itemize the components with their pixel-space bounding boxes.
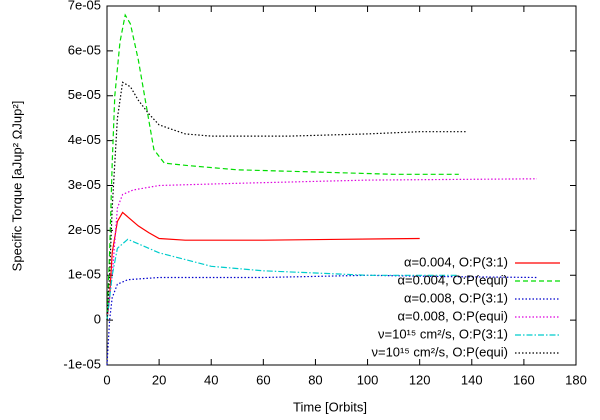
legend-label: α=0.004, O:P(3:1) (404, 254, 508, 269)
legend-label: ν=10¹⁵ cm²/s, O:P(equi) (371, 344, 508, 359)
x-tick-label: 60 (256, 372, 270, 387)
y-tick-label: 5e-05 (68, 87, 101, 102)
series-line (106, 178, 537, 321)
x-tick-label: 100 (357, 372, 379, 387)
x-axis-label: Time [Orbits] (293, 399, 367, 414)
y-tick-label: -1e-05 (63, 356, 101, 371)
x-tick-label: 40 (204, 372, 218, 387)
series-line (106, 238, 459, 321)
series-line (106, 274, 537, 366)
series-line (106, 81, 467, 321)
y-axis-label: Specific Torque [aJup² ΩJup²] (9, 101, 24, 272)
x-tick-label: 0 (103, 372, 110, 387)
x-tick-label: 180 (565, 372, 587, 387)
legend-label: ν=10¹⁵ cm²/s, O:P(3:1) (378, 326, 508, 341)
legend-label: α=0.004, O:P(equi) (398, 272, 509, 287)
y-tick-label: 6e-05 (68, 42, 101, 57)
x-tick-label: 160 (513, 372, 535, 387)
legend-label: α=0.008, O:P(3:1) (404, 290, 508, 305)
x-tick-label: 80 (308, 372, 322, 387)
y-tick-label: 1e-05 (68, 267, 101, 282)
y-tick-label: 2e-05 (68, 222, 101, 237)
legend-label: α=0.008, O:P(equi) (398, 308, 509, 323)
y-tick-label: 4e-05 (68, 132, 101, 147)
y-tick-label: 7e-05 (68, 0, 101, 12)
x-tick-label: 120 (409, 372, 431, 387)
y-tick-label: 3e-05 (68, 177, 101, 192)
y-tick-label: 0 (94, 312, 101, 327)
series-line (106, 211, 420, 321)
x-tick-label: 140 (461, 372, 483, 387)
x-tick-label: 20 (152, 372, 166, 387)
